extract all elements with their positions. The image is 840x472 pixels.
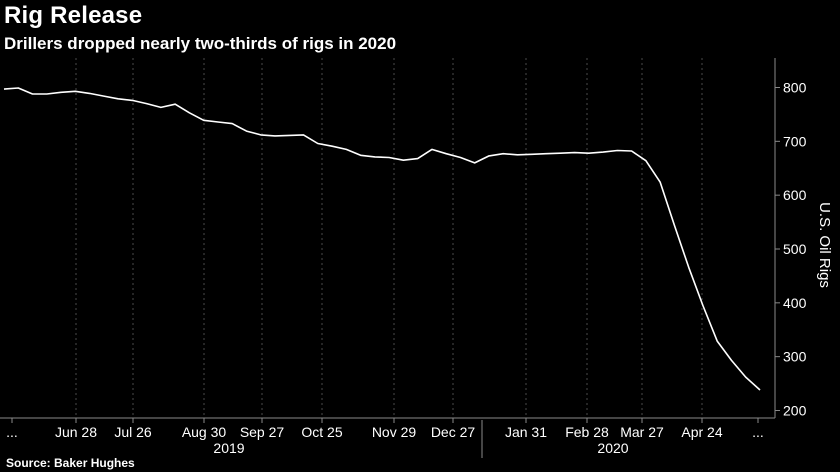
data-point	[317, 143, 319, 145]
data-point	[560, 152, 562, 154]
data-point	[602, 151, 604, 153]
data-point	[89, 93, 91, 95]
x-tick-label: Apr 24	[681, 424, 722, 440]
data-point	[531, 154, 533, 156]
data-point	[645, 160, 647, 162]
x-tick-label: Oct 25	[301, 424, 342, 440]
data-point	[417, 158, 419, 160]
data-point	[160, 107, 162, 109]
y-tick-label: 500	[783, 241, 807, 257]
data-point	[403, 159, 405, 161]
data-point	[260, 134, 262, 136]
data-point	[246, 130, 248, 132]
data-point	[545, 153, 547, 155]
x-tick-label: ...	[6, 424, 18, 440]
data-point	[217, 121, 219, 123]
data-point	[331, 145, 333, 147]
x-tick-label: Jul 26	[114, 424, 152, 440]
data-point	[103, 95, 105, 97]
series-layer	[3, 87, 761, 391]
x-tick-label: Jun 28	[55, 424, 97, 440]
data-point	[474, 162, 476, 164]
data-point	[203, 120, 205, 122]
chart-subtitle: Drillers dropped nearly two-thirds of ri…	[4, 34, 397, 53]
x-tick-label: Feb 28	[565, 424, 609, 440]
year-label: 2020	[597, 440, 628, 456]
data-point	[360, 155, 362, 157]
data-point	[488, 155, 490, 157]
data-point	[502, 153, 504, 155]
source-note: Source: Baker Hughes	[6, 456, 135, 470]
x-tick-label: Dec 27	[431, 424, 476, 440]
data-point	[174, 103, 176, 105]
data-point	[688, 267, 690, 269]
oil-rigs-series-line	[3, 87, 761, 391]
x-tick-label: Nov 29	[372, 424, 417, 440]
data-point	[702, 305, 704, 307]
data-point	[659, 181, 661, 183]
y-tick-label: 400	[783, 295, 807, 311]
year-label: 2019	[213, 440, 244, 456]
data-point	[759, 389, 761, 391]
chart-title: Rig Release	[4, 2, 143, 29]
data-point	[445, 153, 447, 155]
data-point	[388, 157, 390, 159]
y-tick-label: 300	[783, 349, 807, 365]
data-point	[146, 103, 148, 105]
y-tick-label: 600	[783, 187, 807, 203]
data-point	[346, 149, 348, 151]
data-point	[32, 93, 34, 95]
data-point	[303, 134, 305, 136]
data-point	[745, 376, 747, 378]
x-tick-label: Aug 30	[182, 424, 227, 440]
y-tick-label: 800	[783, 80, 807, 96]
data-point	[3, 88, 5, 90]
data-point	[517, 154, 519, 156]
data-point	[60, 92, 62, 94]
label-layer: ... Jun 28 Jul 26 Aug 30 Sep 27 Oct 25 Nov 29 D…	[6, 80, 833, 457]
x-tick-label: Sep 27	[240, 424, 285, 440]
data-point	[588, 152, 590, 154]
data-point	[374, 156, 376, 158]
x-tick-label: Jan 31	[505, 424, 547, 440]
data-point	[132, 100, 134, 102]
data-point	[289, 135, 291, 137]
data-point	[75, 91, 77, 93]
x-tick-label: ...	[752, 424, 764, 440]
data-point	[631, 150, 633, 152]
y-tick-label: 700	[783, 133, 807, 149]
data-point	[274, 135, 276, 137]
y-axis-title: U.S. Oil Rigs	[816, 202, 833, 288]
data-point	[460, 157, 462, 159]
data-point	[731, 360, 733, 362]
grid-layer	[75, 58, 703, 418]
data-point	[18, 87, 20, 89]
data-point	[574, 152, 576, 154]
y-tick-label: 200	[783, 403, 807, 419]
data-point	[189, 112, 191, 114]
axis-layer	[0, 58, 780, 458]
data-point	[431, 149, 433, 151]
data-point	[117, 98, 119, 100]
data-point	[231, 123, 233, 125]
data-point	[674, 225, 676, 227]
data-point	[716, 340, 718, 342]
data-point	[46, 93, 48, 95]
data-point	[617, 150, 619, 152]
x-tick-label: Mar 27	[620, 424, 664, 440]
